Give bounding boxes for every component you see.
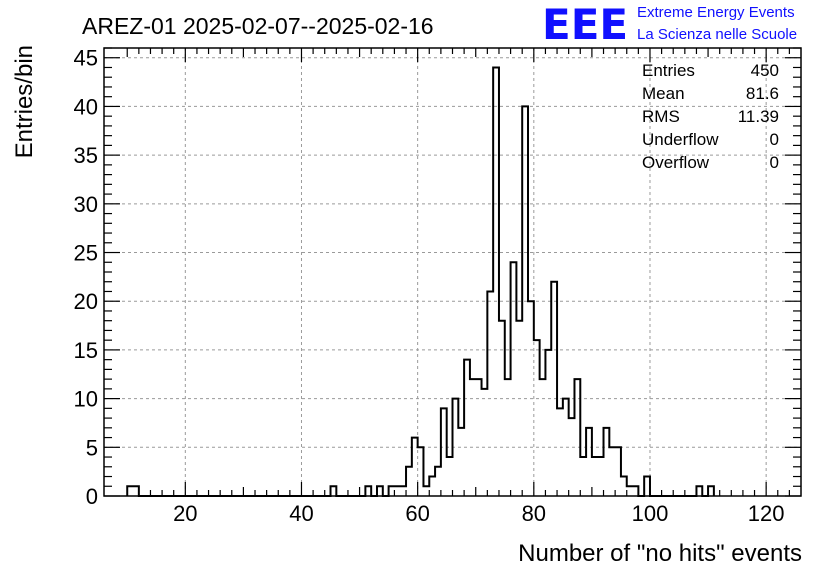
histogram-bin [598, 457, 604, 496]
y-tick-label: 20 [74, 289, 98, 314]
histogram-bin [563, 399, 569, 496]
stats-value: 11.39 [738, 107, 779, 126]
histogram-bin [604, 428, 610, 496]
histogram-bin [627, 486, 633, 496]
x-tick-labels: 20 40 60 80 100 120 [173, 501, 784, 526]
y-tick-label: 10 [74, 387, 98, 412]
histogram-bin [621, 477, 627, 496]
y-tick-label: 45 [74, 46, 98, 71]
histogram-bin [592, 457, 598, 496]
y-tick-label: 15 [74, 338, 98, 363]
histogram-bin [453, 399, 459, 496]
histogram-bin [633, 486, 639, 496]
histogram-bin [528, 301, 534, 496]
x-tick-label: 80 [522, 501, 546, 526]
stats-label: Underflow [642, 130, 719, 149]
histogram-bin [511, 262, 517, 496]
histogram-bin [551, 282, 557, 496]
histogram-bin [406, 467, 412, 496]
eee-logo: EEE Extreme Energy Events La Scienza nel… [542, 0, 797, 49]
histogram-bin [534, 340, 540, 496]
histogram-bin [423, 486, 429, 496]
histogram-bin [127, 486, 133, 496]
histogram-bin [377, 486, 383, 496]
histogram-bin [487, 291, 493, 496]
histogram-bin [574, 379, 580, 496]
y-tick-label: 40 [74, 94, 98, 119]
x-tick-label: 40 [289, 501, 313, 526]
stats-value: 0 [770, 153, 779, 172]
histogram-bin [708, 486, 714, 496]
histogram-bin [441, 408, 447, 496]
histogram-bin [365, 486, 371, 496]
histogram-bin [586, 428, 592, 496]
histogram-bin [557, 408, 563, 496]
histogram-bin [464, 360, 470, 496]
histogram-bin [133, 486, 139, 496]
histogram-bin [458, 428, 464, 496]
histogram-bin [545, 350, 551, 496]
histogram-bin [644, 477, 650, 496]
x-tick-label: 120 [748, 501, 785, 526]
y-tick-label: 30 [74, 192, 98, 217]
histogram-bin [499, 321, 505, 496]
histogram-bin [429, 477, 435, 496]
stats-value: 81.6 [746, 84, 779, 103]
y-tick-label: 35 [74, 143, 98, 168]
x-tick-label: 100 [632, 501, 669, 526]
histogram-bin [609, 447, 615, 496]
histogram-bin [505, 379, 511, 496]
histogram-bin [540, 379, 546, 496]
histogram-bin [482, 389, 488, 496]
histogram-bin [400, 486, 406, 496]
histogram-bin [569, 418, 575, 496]
stats-value: 450 [751, 61, 779, 80]
histogram-bin [516, 321, 522, 496]
histogram-bin [696, 486, 702, 496]
stats-label: Overflow [642, 153, 710, 172]
stats-value: 0 [770, 130, 779, 149]
histogram-bin [435, 467, 441, 496]
logo-line-2: La Scienza nelle Scuole [637, 26, 797, 43]
histogram-bin [580, 457, 586, 496]
histogram-bin [470, 379, 476, 496]
histogram-bin [447, 457, 453, 496]
histogram-bin [412, 438, 418, 496]
histogram-bin [522, 106, 528, 496]
y-tick-label: 0 [86, 484, 98, 509]
x-axis-label: Number of "no hits" events [518, 540, 802, 567]
chart-title: AREZ-01 2025-02-07--2025-02-16 [82, 13, 434, 39]
histogram-bin [418, 447, 424, 496]
logo-line-1: Extreme Energy Events [637, 4, 795, 21]
stats-label: RMS [642, 107, 680, 126]
histogram-bin [389, 486, 395, 496]
y-tick-label: 5 [86, 435, 98, 460]
stats-box: Entries 450 Mean 81.6 RMS 11.39 Underflow 0 Over… [642, 61, 779, 172]
y-axis-label: Entries/bin [11, 45, 38, 158]
y-tick-label: 25 [74, 241, 98, 266]
histogram-bin [331, 486, 337, 496]
stats-label: Entries [642, 61, 695, 80]
x-tick-label: 20 [173, 501, 197, 526]
eee-logo-mark: EEE [542, 0, 628, 49]
x-tick-label: 60 [405, 501, 429, 526]
histogram-bin [493, 67, 499, 496]
histogram-bin [394, 486, 400, 496]
histogram-bin [476, 379, 482, 496]
y-tick-labels: 0 5 10 15 20 25 30 35 40 45 [74, 46, 98, 509]
stats-label: Mean [642, 84, 685, 103]
histogram-bin [615, 447, 621, 496]
axis-ticks [104, 47, 801, 497]
histogram-outline [126, 66, 715, 497]
